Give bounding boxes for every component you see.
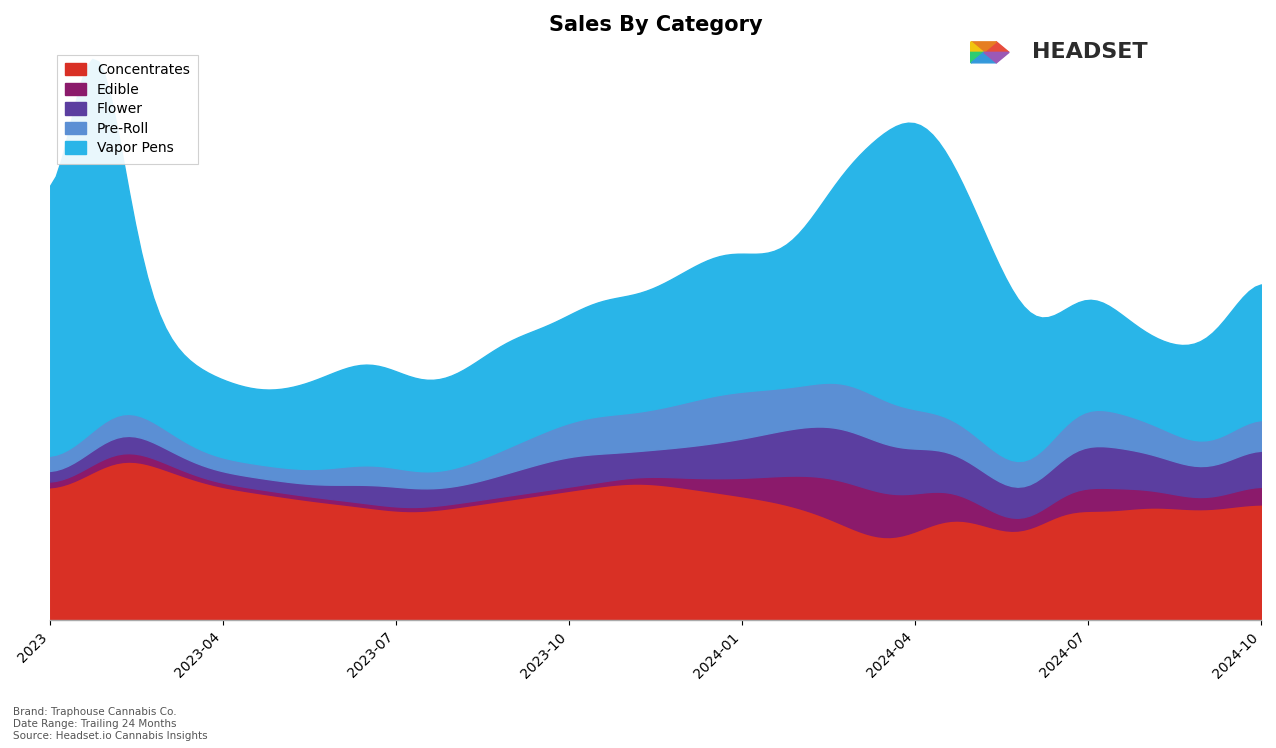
Polygon shape [971,52,997,63]
Legend: Concentrates, Edible, Flower, Pre-Roll, Vapor Pens: Concentrates, Edible, Flower, Pre-Roll, … [56,55,198,164]
Polygon shape [958,42,984,52]
Polygon shape [984,42,1009,52]
Polygon shape [971,42,997,52]
Text: Brand: Traphouse Cannabis Co.
Date Range: Trailing 24 Months
Source: Headset.io : Brand: Traphouse Cannabis Co. Date Range… [13,708,208,741]
Text: HEADSET: HEADSET [1031,43,1147,62]
Polygon shape [984,52,1009,63]
Title: Sales By Category: Sales By Category [549,15,762,35]
Polygon shape [958,52,984,63]
